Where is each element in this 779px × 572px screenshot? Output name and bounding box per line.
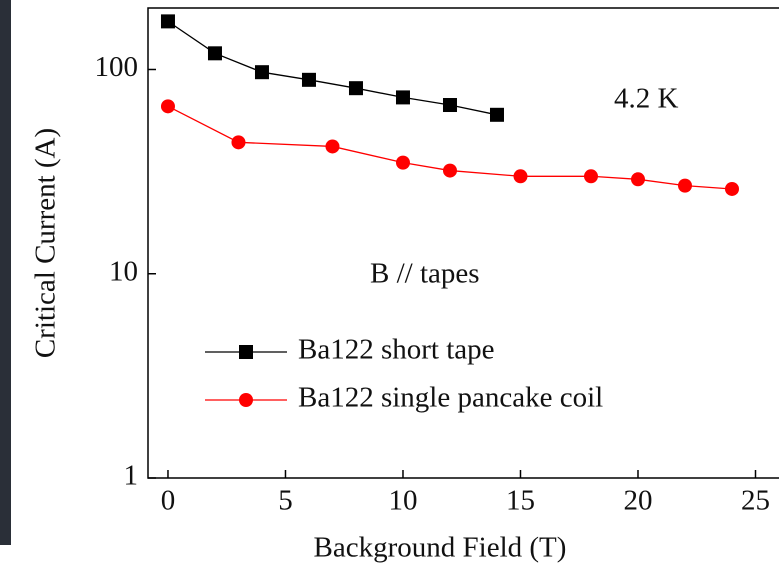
marker [160,99,175,114]
marker [513,169,528,184]
x-tick-label: 25 [741,485,770,517]
marker [630,172,645,187]
plot-frame [147,7,779,479]
marker [442,163,457,178]
legend-marker [239,393,253,407]
marker [325,139,340,154]
marker [395,90,410,105]
x-tick-label: 20 [623,485,652,517]
marker [489,107,504,122]
x-tick-label: 10 [388,485,417,517]
series-line [167,20,498,116]
y-tick-label: 100 [95,51,139,83]
y-tick-label: 1 [124,460,139,492]
marker [160,14,175,29]
marker [724,181,739,196]
x-tick-label: 0 [161,485,176,517]
legend-label: Ba122 single pancake coil [298,382,603,414]
annotation: 4.2 K [614,83,679,115]
annotation: B // tapes [370,258,480,290]
x-axis-label: Background Field (T) [314,532,567,564]
marker [442,98,457,113]
y-axis-label: Critical Current (A) [30,128,62,358]
marker [301,72,316,87]
legend-marker [239,345,253,359]
series-line [167,105,733,190]
marker [395,155,410,170]
marker [231,135,246,150]
legend-label: Ba122 short tape [298,334,495,366]
x-tick-label: 15 [506,485,535,517]
marker [254,65,269,80]
marker [207,46,222,61]
photo-strip [0,0,11,545]
y-tick-label: 10 [109,255,138,287]
marker [677,178,692,193]
x-tick-label: 5 [278,485,293,517]
marker [583,169,598,184]
marker [348,81,363,96]
